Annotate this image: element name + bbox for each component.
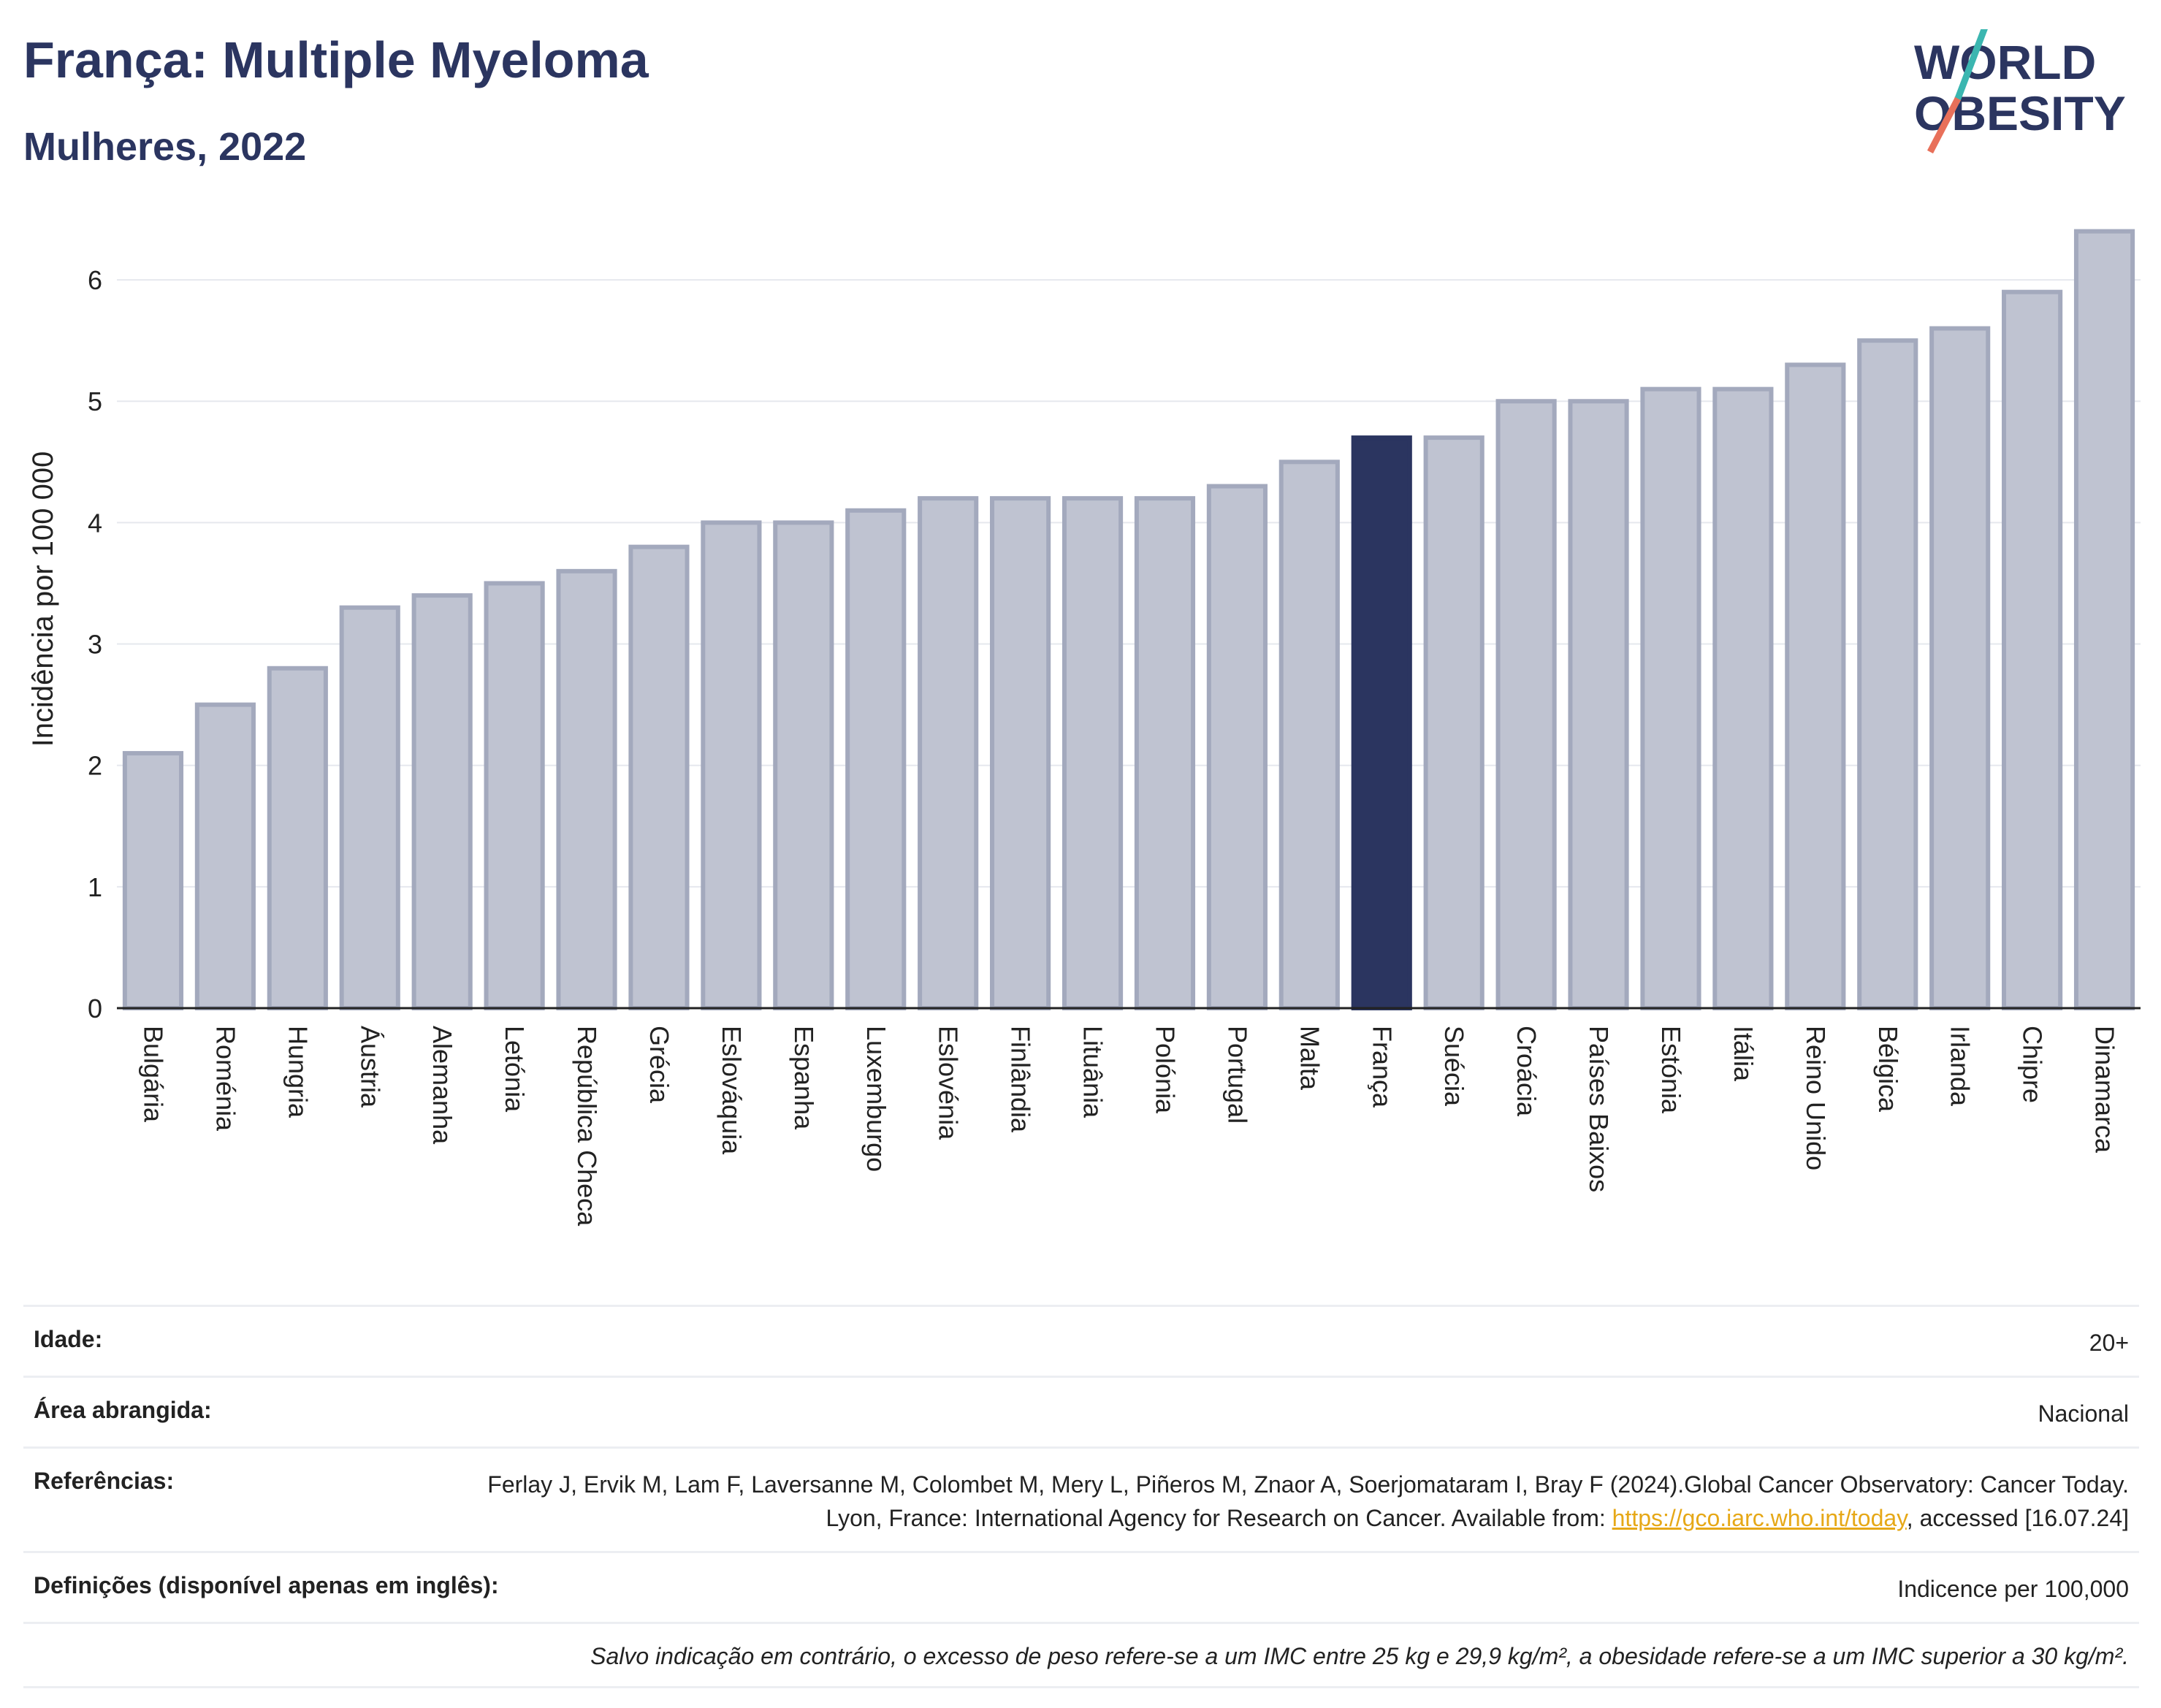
bar: [773, 520, 834, 1010]
x-tick-label: Finlândia: [1006, 1026, 1036, 1133]
x-tick-label: Espanha: [789, 1026, 819, 1130]
bar: [1929, 326, 1991, 1010]
y-tick-label: 1: [88, 872, 102, 902]
bar: [194, 702, 256, 1010]
y-axis-label: Incidência por 100 000: [27, 451, 59, 747]
bar: [1062, 496, 1124, 1010]
x-tick-label: Estónia: [1656, 1026, 1686, 1114]
x-tick-label: Letónia: [500, 1026, 530, 1113]
bar: [1206, 484, 1268, 1010]
bar: [267, 666, 328, 1010]
x-tick-label: Alemanha: [427, 1026, 457, 1145]
area-value: Nacional: [2038, 1400, 2129, 1427]
bar: [990, 496, 1051, 1010]
x-tick-label: Reino Unido: [1801, 1026, 1831, 1170]
bar: [1712, 386, 1774, 1010]
bars: [122, 229, 2135, 1011]
info-row-area: Área abrangida: Nacional: [23, 1376, 2139, 1446]
references-link[interactable]: https://gco.iarc.who.int/today: [1612, 1505, 1907, 1531]
x-tick-label: Eslovénia: [934, 1026, 964, 1140]
bar: [339, 605, 400, 1010]
logo-slash-top: [1953, 29, 1988, 104]
y-tick-label: 6: [88, 265, 102, 295]
bar: [1495, 399, 1557, 1010]
x-tick-label: Croácia: [1512, 1026, 1541, 1117]
x-tick-label: Portugal: [1222, 1026, 1252, 1124]
x-tick-label: Roménia: [210, 1026, 240, 1132]
page-title: França: Multiple Myeloma: [23, 31, 649, 88]
x-tick-label: Suécia: [1439, 1026, 1469, 1107]
age-label: Idade:: [34, 1326, 103, 1352]
x-tick-label: Áustria: [355, 1026, 385, 1108]
info-row-age: Idade: 20+: [23, 1305, 2139, 1376]
references-value: Ferlay J, Ervik M, Lam F, Laversanne M, …: [485, 1468, 2129, 1535]
bar: [1351, 435, 1412, 1010]
x-tick-label: Grécia: [644, 1026, 674, 1104]
bar: [1857, 338, 1918, 1010]
x-tick-label: Eslováquia: [717, 1026, 747, 1155]
x-tick-label: Itália: [1729, 1026, 1758, 1082]
y-tick-label: 3: [88, 630, 102, 660]
references-label: Referências:: [34, 1468, 175, 1494]
x-tick-label: Polónia: [1150, 1026, 1180, 1114]
y-tick-label: 5: [88, 386, 102, 416]
definitions-label: Definições (disponível apenas em inglês)…: [34, 1572, 499, 1598]
bar: [122, 751, 184, 1010]
x-tick-label: Países Baixos: [1584, 1026, 1614, 1192]
page-subtitle: Mulheres, 2022: [23, 125, 307, 169]
bar: [1568, 399, 1629, 1010]
x-tick-label: Luxemburgo: [861, 1026, 891, 1172]
bar: [1134, 496, 1196, 1010]
x-tick-label: Lituânia: [1078, 1026, 1108, 1118]
x-tick-label: Bulgária: [138, 1026, 168, 1123]
bar: [918, 496, 979, 1010]
bar: [1640, 386, 1701, 1010]
x-tick-label: Irlanda: [1945, 1026, 1975, 1107]
bar: [1278, 460, 1340, 1010]
info-row-definitions: Definições (disponível apenas em inglês)…: [23, 1551, 2139, 1622]
references-text: Ferlay J, Ervik M, Lam F, Laversanne M, …: [487, 1471, 2129, 1531]
bar: [411, 593, 473, 1010]
y-tick-label: 0: [88, 994, 102, 1023]
x-tick-label: Hungria: [283, 1026, 313, 1118]
bar: [556, 568, 617, 1010]
info-row-footnote: Salvo indicação em contrário, o excesso …: [23, 1622, 2139, 1688]
footnote: Salvo indicação em contrário, o excesso …: [590, 1643, 2129, 1669]
y-tick-label: 4: [88, 508, 102, 538]
x-tick-label: Bélgica: [1873, 1026, 1903, 1113]
info-table: Idade: 20+ Área abrangida: Nacional Refe…: [23, 1305, 2139, 1688]
area-label: Área abrangida:: [34, 1397, 212, 1423]
x-tick-label: Malta: [1295, 1026, 1325, 1091]
logo-slash-bottom: [1927, 96, 1961, 153]
bar: [2002, 289, 2063, 1010]
x-tick-label: Chipre: [2018, 1026, 2048, 1103]
x-tick-label: República Checa: [572, 1026, 602, 1227]
references-text-end: , accessed [16.07.24]: [1906, 1505, 2129, 1531]
world-obesity-logo: WORLD OBESITY: [1914, 29, 2126, 153]
x-tick-label: França: [1367, 1026, 1397, 1108]
y-tick-label: 2: [88, 751, 102, 781]
x-tick-label: Dinamarca: [2090, 1026, 2120, 1154]
bar: [628, 544, 690, 1010]
age-value: 20+: [2089, 1330, 2129, 1356]
bar: [1423, 435, 1485, 1010]
y-tick-labels: 0 1 2 3 4 5 6: [88, 265, 102, 1023]
x-tick-labels: Bulgária Roménia Hungria Áustria Alemanha Let…: [138, 1026, 2119, 1227]
bar: [845, 508, 907, 1010]
definitions-value: Indicence per 100,000: [1897, 1576, 2129, 1602]
info-row-references: Referências: Ferlay J, Ervik M, Lam F, L…: [23, 1446, 2139, 1551]
bar: [2073, 229, 2135, 1011]
bar-chart: 0 1 2 3 4 5 6 Bulgária Roménia Hungria Áustria Ale…: [27, 229, 2141, 1227]
bar: [484, 581, 545, 1010]
logo-line1: WORLD: [1914, 35, 2096, 89]
bar: [1785, 362, 1846, 1010]
bar: [701, 520, 762, 1010]
